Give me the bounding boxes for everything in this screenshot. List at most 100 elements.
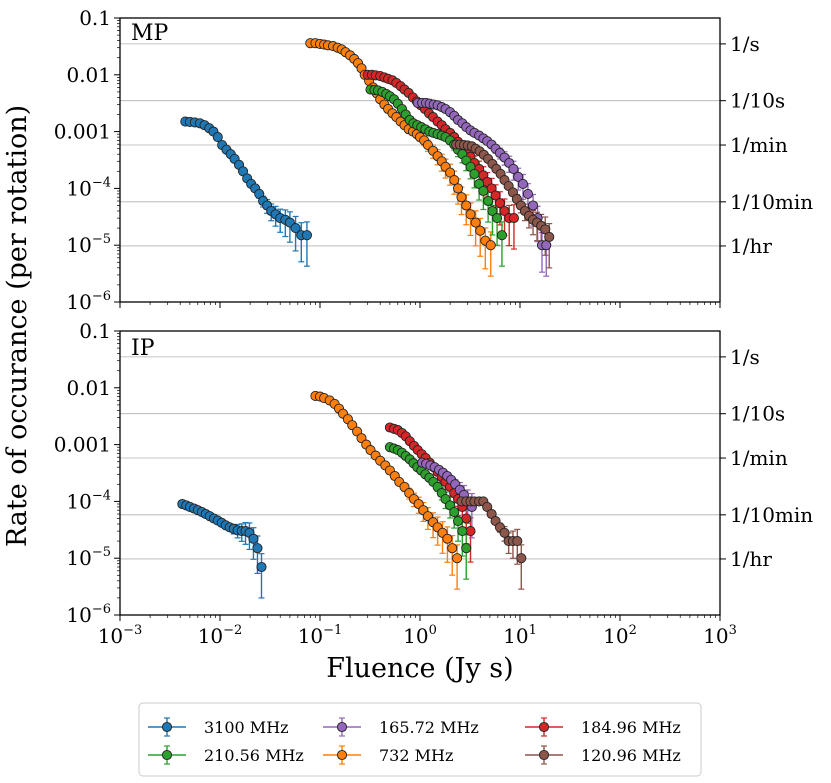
- data-point-120-96-mhz: [482, 501, 493, 512]
- data-point-732-mhz: [449, 175, 460, 186]
- data-point-120-96-mhz: [512, 536, 523, 547]
- y-tick-label: 10−5: [66, 545, 111, 570]
- data-point-210-56-mhz: [449, 506, 460, 518]
- y-tick-label: 10−4: [66, 488, 111, 513]
- data-point-3100-mhz: [212, 132, 223, 143]
- legend-label: 732 MHz: [379, 746, 453, 765]
- data-point-3100-mhz: [290, 223, 301, 234]
- data-point-210-56-mhz: [483, 195, 494, 207]
- data-point-210-56-mhz: [469, 168, 480, 179]
- right-tick-label: 1/min: [730, 446, 788, 470]
- data-point-732-mhz: [452, 553, 463, 564]
- data-point-210-56-mhz: [457, 526, 468, 537]
- panel-title-mp: MP: [131, 21, 169, 46]
- data-point-732-mhz: [447, 543, 458, 554]
- legend-label: 120.96 MHz: [581, 746, 681, 765]
- legend-label: 210.56 MHz: [204, 746, 304, 765]
- legend-entry: 732 MHz: [323, 745, 453, 765]
- data-point-3100-mhz: [301, 230, 312, 241]
- data-point-210-56-mhz: [496, 230, 508, 241]
- data-point-3100-mhz: [256, 561, 267, 573]
- x-tick-label: 101: [503, 623, 537, 648]
- data-point-732-mhz: [461, 200, 472, 211]
- legend-marker: [336, 749, 348, 761]
- data-points: [177, 390, 527, 573]
- right-tick-label: 1/10min: [730, 503, 813, 527]
- legend-marker: [161, 749, 173, 761]
- legend-entry: 165.72 MHz: [323, 717, 479, 737]
- data-point-165-72-mhz: [517, 178, 528, 189]
- right-tick-label: 1/hr: [730, 234, 772, 258]
- legend-entry: 210.56 MHz: [148, 745, 304, 765]
- x-tick-label: 10−1: [298, 623, 343, 648]
- data-point-210-56-mhz: [452, 516, 464, 527]
- y-tick-label: 0.1: [79, 319, 111, 343]
- data-point-210-56-mhz: [478, 185, 489, 197]
- data-point-732-mhz: [445, 167, 456, 178]
- data-point-732-mhz: [456, 192, 467, 203]
- legend: 3100 MHz 210.56 MHz 165.72 MHz 732 MHz 184.9…: [138, 702, 702, 777]
- legend-label: 165.72 MHz: [379, 718, 479, 737]
- x-tick-label: 102: [603, 623, 637, 648]
- right-tick-label: 1/s: [730, 32, 760, 56]
- data-point-165-72-mhz: [522, 188, 533, 199]
- data-points: [180, 38, 555, 251]
- data-point-120-96-mhz: [544, 231, 555, 242]
- right-tick-label: 1/min: [730, 133, 788, 157]
- data-point-3100-mhz: [252, 543, 263, 554]
- data-point-120-96-mhz: [516, 553, 527, 564]
- x-tick-label: 103: [703, 623, 737, 648]
- data-point-165-72-mhz: [508, 163, 519, 175]
- data-point-184-96-mhz: [499, 205, 510, 217]
- axis-ticks: 1/s 1/10s 1/min 1/10min 1/hr 10−3 10−2 10−1 100 1…: [54, 319, 814, 648]
- data-point-184-96-mhz: [508, 213, 520, 224]
- data-point-3100-mhz: [248, 533, 259, 544]
- y-tick-label: 10−6: [66, 289, 111, 314]
- legend-marker: [538, 721, 550, 733]
- y-tick-label: 0.01: [66, 63, 111, 87]
- data-point-732-mhz: [485, 240, 496, 251]
- data-point-184-96-mhz: [490, 190, 501, 201]
- grid-lines: [120, 43, 720, 247]
- right-tick-label: 1/s: [730, 345, 760, 369]
- panel-title-ip: IP: [131, 336, 155, 361]
- y-tick-label: 0.001: [54, 120, 111, 144]
- y-tick-label: 10−4: [66, 175, 111, 200]
- legend-marker: [336, 721, 348, 733]
- data-point-120-96-mhz: [499, 527, 510, 538]
- right-tick-label: 1/10s: [730, 89, 785, 113]
- legend-label: 3100 MHz: [204, 718, 289, 737]
- x-tick-label: 10−3: [98, 623, 143, 648]
- y-tick-label: 0.1: [79, 6, 111, 30]
- data-point-184-96-mhz: [494, 198, 505, 209]
- legend-marker: [161, 721, 173, 733]
- x-tick-label: 100: [403, 623, 437, 648]
- data-point-732-mhz: [452, 183, 464, 194]
- y-tick-label: 10−6: [66, 602, 111, 627]
- data-point-732-mhz: [442, 533, 453, 544]
- data-point-165-72-mhz: [513, 171, 524, 182]
- panel-mp: 1/s 1/10s 1/min 1/10min 1/hr 10−6 10−5 10−4 0.00…: [54, 6, 814, 314]
- data-point-210-56-mhz: [461, 543, 472, 554]
- legend-marker: [538, 749, 550, 761]
- right-tick-label: 1/10s: [730, 402, 785, 426]
- y-tick-label: 0.001: [54, 433, 111, 457]
- x-tick-label: 10−2: [198, 623, 243, 648]
- data-point-165-72-mhz: [541, 240, 552, 251]
- legend-entry: 3100 MHz: [148, 717, 289, 737]
- x-axis-label: Fluence (Jy s): [326, 653, 513, 684]
- right-tick-label: 1/10min: [730, 190, 813, 214]
- data-point-732-mhz: [470, 217, 481, 228]
- y-tick-label: 0.01: [66, 376, 111, 400]
- error-bars: [226, 468, 525, 599]
- y-axis-label: Rate of occurance (per rotation): [2, 105, 33, 547]
- legend-entry: 184.96 MHz: [525, 717, 681, 737]
- data-point-210-56-mhz: [492, 213, 503, 224]
- axis-ticks: 1/s 1/10s 1/min 1/10min 1/hr 10−6 10−5 10−4 0.00…: [54, 6, 814, 314]
- y-tick-label: 10−5: [66, 232, 111, 257]
- error-bars: [252, 128, 553, 277]
- legend-label: 184.96 MHz: [581, 718, 681, 737]
- legend-entry: 120.96 MHz: [525, 745, 681, 765]
- legend-frame: [138, 702, 702, 777]
